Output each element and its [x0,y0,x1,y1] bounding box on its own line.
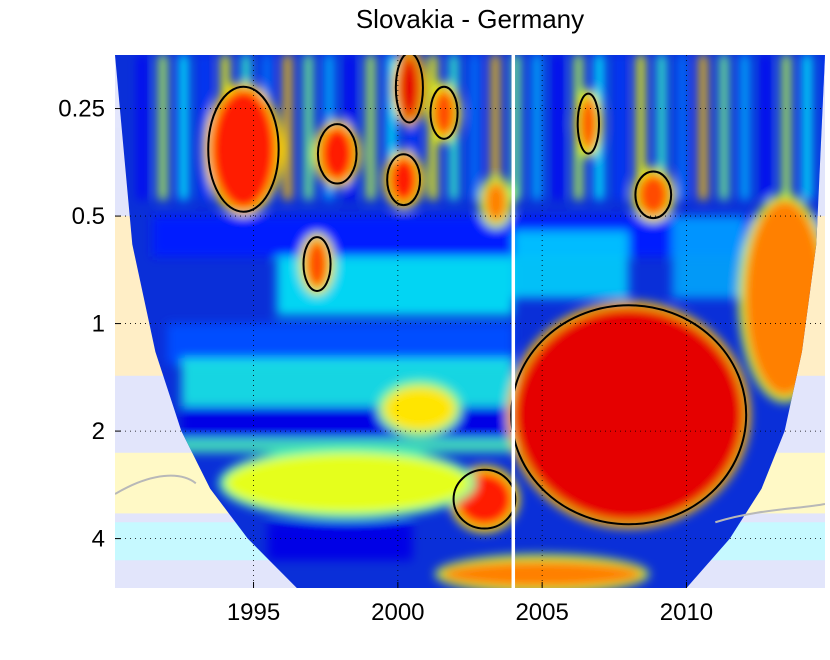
coherence-region [579,95,597,152]
short-scale-streak [719,55,729,200]
significance-contour [207,85,280,213]
significance-contour [510,304,748,526]
x-tick-label: 1995 [227,599,280,626]
coherence-region [432,88,456,137]
short-scale-streak [678,55,687,200]
outside-contour [115,474,197,495]
mid-coherence-patch [138,438,514,453]
coherence-region [397,55,421,121]
coherence-region [637,173,670,217]
short-scale-streak [179,55,188,200]
significance-contours [115,55,825,530]
y-tick-label: 1 [92,311,105,338]
short-scale-streak [158,55,167,200]
short-scale-streak [616,55,625,200]
coherence-region [484,181,508,223]
short-scale-streak [283,55,292,200]
coherence-region [210,88,277,210]
significance-contour [576,92,600,155]
mid-coherence-patch [513,230,629,299]
x-tick-label: 2010 [660,599,713,626]
coherence-region [513,307,745,523]
short-scale-streak [761,55,770,200]
y-tick-label: 4 [92,526,105,553]
short-scale-streak [512,55,521,200]
grid-lines [115,55,825,588]
inside-cone-region [115,55,825,588]
short-scale-streak [138,55,147,200]
coherence-region [224,452,470,514]
short-scale-streak [553,55,562,200]
significance-contour [316,123,358,185]
short-scale-streak [636,55,645,200]
short-scale-streak [782,55,791,200]
short-scale-streak [657,55,666,200]
plot-area [115,55,825,588]
short-scale-streak [532,55,541,200]
coherence-region [383,386,456,432]
significance-contour [429,85,459,140]
short-scale-streak [470,55,479,200]
significance-contour [302,236,332,292]
coherence-region [319,126,355,182]
short-scale-streak [491,55,500,200]
short-scale-streak [200,55,209,200]
coherence-region [389,156,419,204]
significance-contour [394,55,424,124]
chart-title: Slovakia - Germany [356,4,584,34]
short-scale-streak [740,55,749,200]
significance-contour [634,170,673,220]
significance-contour [386,153,422,207]
low-coherence-band [166,323,514,365]
y-tick-label: 0.25 [58,96,105,123]
x-axis: 1995 2000 2005 2010 [227,582,713,626]
short-scale-streak [408,55,417,200]
low-coherence-band [267,522,413,561]
coherence-region [305,239,329,289]
y-axis: 0.25 0.5 1 2 4 [58,96,121,553]
short-scale-streak [699,55,708,200]
short-scale-streak [366,55,375,200]
coherence-region [441,560,644,588]
y-tick-label: 2 [92,418,105,445]
x-tick-label: 2000 [371,599,424,626]
x-tick-label: 2005 [515,599,568,626]
low-coherence-band [181,405,514,439]
mid-coherence-patch [672,216,745,299]
short-scale-streak [803,55,812,200]
significance-contour [452,468,517,530]
mid-coherence-patch [181,358,514,406]
y-tick-label: 0.5 [72,203,105,230]
outside-contour [715,503,825,524]
short-scale-streak [387,55,396,200]
short-scale-streak [304,55,313,200]
